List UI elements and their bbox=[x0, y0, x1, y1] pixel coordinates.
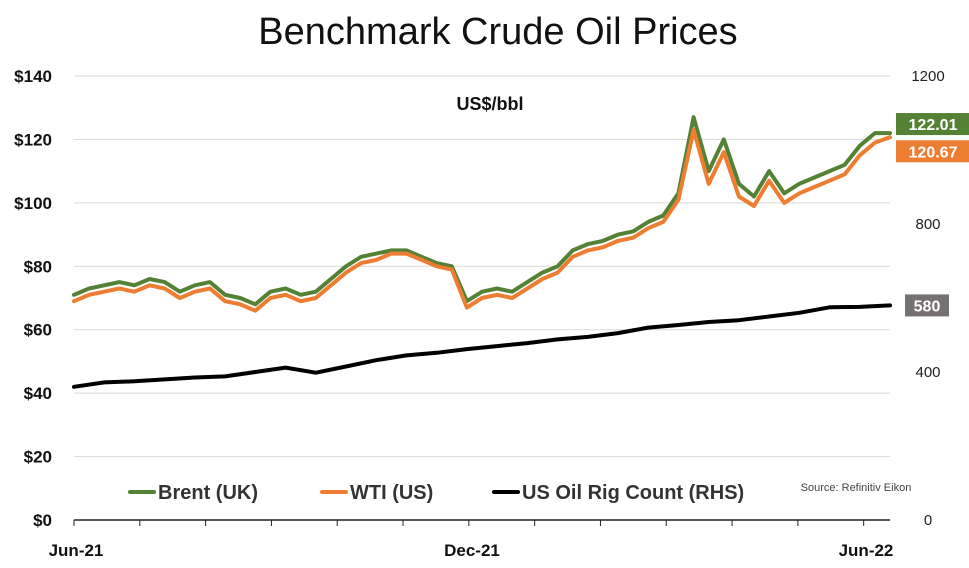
unit-label: US$/bbl bbox=[456, 94, 523, 114]
end-badge-label: 122.01 bbox=[909, 117, 958, 134]
end-badge-label: 580 bbox=[914, 298, 941, 315]
chart-title: Benchmark Crude Oil Prices bbox=[258, 11, 737, 53]
left-tick-label: $80 bbox=[24, 257, 52, 276]
x-tick-label: Jun-21 bbox=[49, 541, 104, 560]
right-axis-ticks: 0 400 800 1200 bbox=[911, 68, 944, 529]
x-tick-label: Jun-22 bbox=[839, 541, 894, 560]
series-line-us-oil-rig-count-rhs bbox=[72, 303, 892, 389]
series-lines bbox=[72, 115, 892, 389]
left-tick-label: $140 bbox=[14, 67, 52, 86]
right-tick-label: 1200 bbox=[911, 68, 944, 85]
left-tick-label: $40 bbox=[24, 384, 52, 403]
right-tick-label: 400 bbox=[915, 364, 940, 381]
right-tick-label: 0 bbox=[924, 512, 932, 529]
x-tick-label: Dec-21 bbox=[444, 541, 500, 560]
left-axis-ticks: $0 $20 $40 $60 $80 $100 $120 $140 bbox=[14, 67, 52, 530]
end-badge bbox=[896, 140, 969, 163]
left-tick-label: $100 bbox=[14, 194, 52, 213]
series-line-wti-us bbox=[72, 127, 892, 313]
end-value-badges: 122.01 120.67 580 bbox=[896, 113, 969, 317]
series-line-brent-uk bbox=[72, 115, 892, 307]
legend-label: WTI (US) bbox=[350, 482, 433, 504]
right-tick-label: 800 bbox=[915, 216, 940, 233]
legend-label: US Oil Rig Count (RHS) bbox=[522, 482, 744, 504]
left-tick-label: $20 bbox=[24, 448, 52, 467]
left-tick-label: $60 bbox=[24, 321, 52, 340]
end-badge bbox=[896, 113, 969, 136]
gridlines bbox=[74, 75, 890, 458]
left-tick-label: $0 bbox=[33, 511, 52, 530]
end-badge-label: 120.67 bbox=[909, 144, 958, 161]
legend: Brent (UK) WTI (US) US Oil Rig Count (RHS) bbox=[128, 482, 744, 504]
legend-label: Brent (UK) bbox=[158, 482, 258, 504]
left-tick-label: $120 bbox=[14, 130, 52, 149]
source-label: Source: Refinitiv Eikon bbox=[801, 482, 912, 494]
end-badge bbox=[905, 294, 949, 317]
x-axis: Jun-21 Dec-21 Jun-22 bbox=[49, 519, 894, 560]
